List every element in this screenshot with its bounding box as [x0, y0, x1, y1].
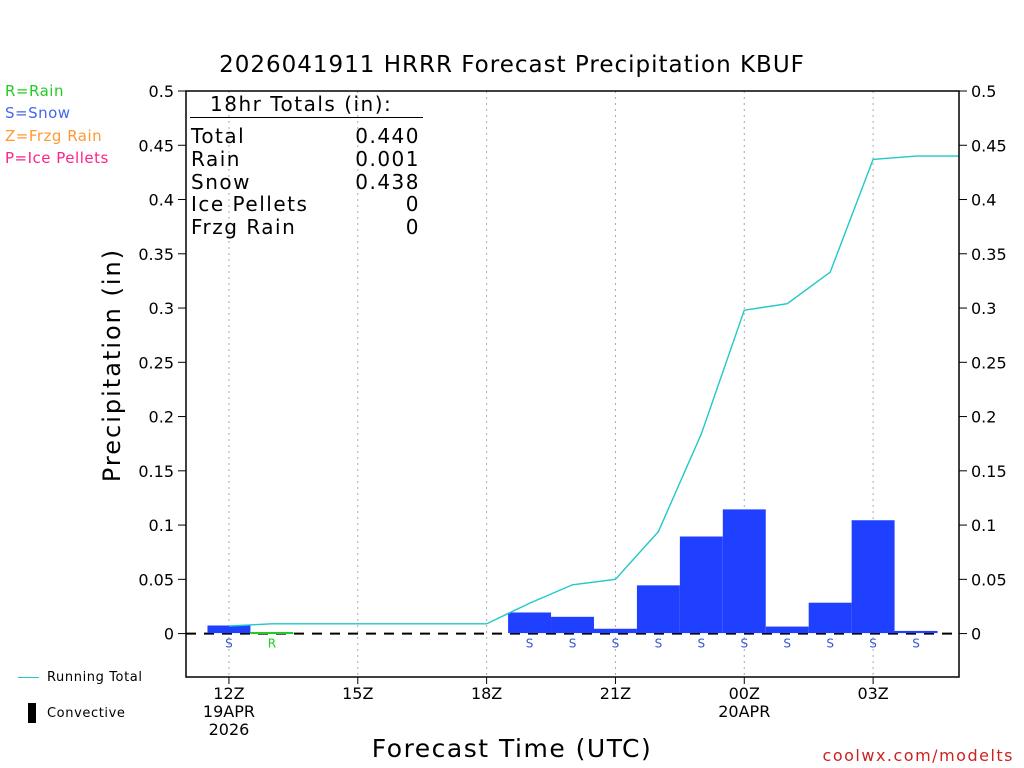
precip-bar-0 [207, 625, 251, 634]
precip-type-label-12: S [740, 637, 748, 651]
y-tick-label-right-4: 0.2 [971, 408, 996, 427]
precip-bar-13 [765, 626, 809, 634]
y-tick-label-left-5: 0.25 [138, 353, 174, 372]
y-tick-label-right-3: 0.15 [971, 462, 1007, 481]
precip-bar-7 [508, 612, 552, 634]
totals-value-rain: 0.001 [355, 147, 420, 171]
totals-label-frzg-rain: Frzg Rain [191, 215, 297, 239]
x-tick-label-4-0: 00Z [729, 684, 760, 703]
y-tick-label-left-1: 0.05 [138, 570, 174, 589]
precip-type-label-1: R [268, 637, 276, 651]
y-tick-label-right-10: 0.5 [971, 82, 996, 101]
precip-type-label-10: S [655, 637, 663, 651]
totals-label-rain: Rain [191, 147, 241, 171]
chart-title: 2026041911 HRRR Forecast Precipitation K… [219, 52, 805, 78]
x-tick-label-1-0: 15Z [342, 684, 373, 703]
y-tick-label-right-6: 0.3 [971, 299, 996, 318]
totals-heading: 18hr Totals (in): [210, 92, 393, 116]
precip-type-label-0: S [225, 637, 233, 651]
precip-bar-1 [250, 632, 294, 635]
totals-value-snow: 0.438 [355, 170, 420, 194]
totals-value-total: 0.440 [355, 124, 420, 148]
legend-snow: S=Snow [5, 104, 71, 122]
credit-link: coolwx.com/modelts [822, 746, 1014, 765]
y-tick-label-left-6: 0.3 [149, 299, 174, 318]
precip-type-label-16: S [912, 637, 920, 651]
legend-rain: R=Rain [5, 82, 64, 100]
running-total-line [228, 155, 959, 627]
x-tick-label-2-0: 18Z [471, 684, 502, 703]
y-tick-label-left-0: 0 [164, 625, 174, 644]
legend-ice-pellets: P=Ice Pellets [5, 149, 109, 167]
totals-heading-underline [190, 117, 423, 118]
precip-bar-11 [679, 536, 723, 634]
y-tick-label-right-2: 0.1 [971, 516, 996, 535]
precip-bar-14 [808, 602, 852, 634]
precip-bar-16 [894, 630, 938, 634]
y-tick-label-right-9: 0.45 [971, 136, 1007, 155]
precip-type-label-9: S [612, 637, 620, 651]
precip-bar-15 [851, 520, 895, 634]
totals-value-frzg-rain: 0 [405, 215, 420, 239]
y-tick-label-right-0: 0 [971, 625, 981, 644]
totals-label-ice-pellets: Ice Pellets [191, 192, 309, 216]
running-total-swatch [18, 677, 39, 678]
x-tick-label-0-2: 2026 [209, 720, 250, 739]
y-tick-label-left-2: 0.1 [149, 516, 174, 535]
x-tick-label-0-0: 12Z [213, 684, 244, 703]
precip-bar-10 [636, 585, 680, 634]
plot-frame [185, 90, 960, 678]
precip-bar-9 [593, 628, 637, 634]
legend-frzg-rain: Z=Frzg Rain [5, 127, 103, 145]
y-tick-label-right-8: 0.4 [971, 191, 996, 210]
x-tick-label-4-1: 20APR [718, 702, 770, 721]
precip-type-label-11: S [698, 637, 706, 651]
precip-type-label-15: S [869, 637, 877, 651]
precip-type-label-14: S [826, 637, 834, 651]
y-tick-label-right-5: 0.25 [971, 353, 1007, 372]
y-tick-label-left-7: 0.35 [138, 245, 174, 264]
precip-bar-12 [722, 509, 766, 634]
y-tick-label-left-10: 0.5 [149, 82, 174, 101]
legend-convective: Convective [47, 706, 126, 721]
x-axis-label: Forecast Time (UTC) [371, 734, 653, 763]
precip-type-label-8: S [569, 637, 577, 651]
x-tick-label-5-0: 03Z [857, 684, 888, 703]
y-tick-label-left-4: 0.2 [149, 408, 174, 427]
x-tick-label-0-1: 19APR [203, 702, 255, 721]
totals-label-snow: Snow [191, 170, 251, 194]
y-tick-label-left-8: 0.4 [149, 191, 174, 210]
y-tick-label-right-7: 0.35 [971, 245, 1007, 264]
y-tick-label-right-1: 0.05 [971, 570, 1007, 589]
precip-bar-8 [551, 616, 594, 634]
x-tick-label-3-0: 21Z [600, 684, 631, 703]
y-tick-label-left-9: 0.45 [138, 136, 174, 155]
y-tick-label-left-3: 0.15 [138, 462, 174, 481]
totals-label-total: Total [191, 124, 246, 148]
legend-running-total: Running Total [47, 670, 143, 685]
precip-type-label-7: S [526, 637, 534, 651]
convective-swatch [28, 703, 36, 723]
totals-value-ice-pellets: 0 [405, 192, 420, 216]
precip-type-label-13: S [783, 637, 791, 651]
